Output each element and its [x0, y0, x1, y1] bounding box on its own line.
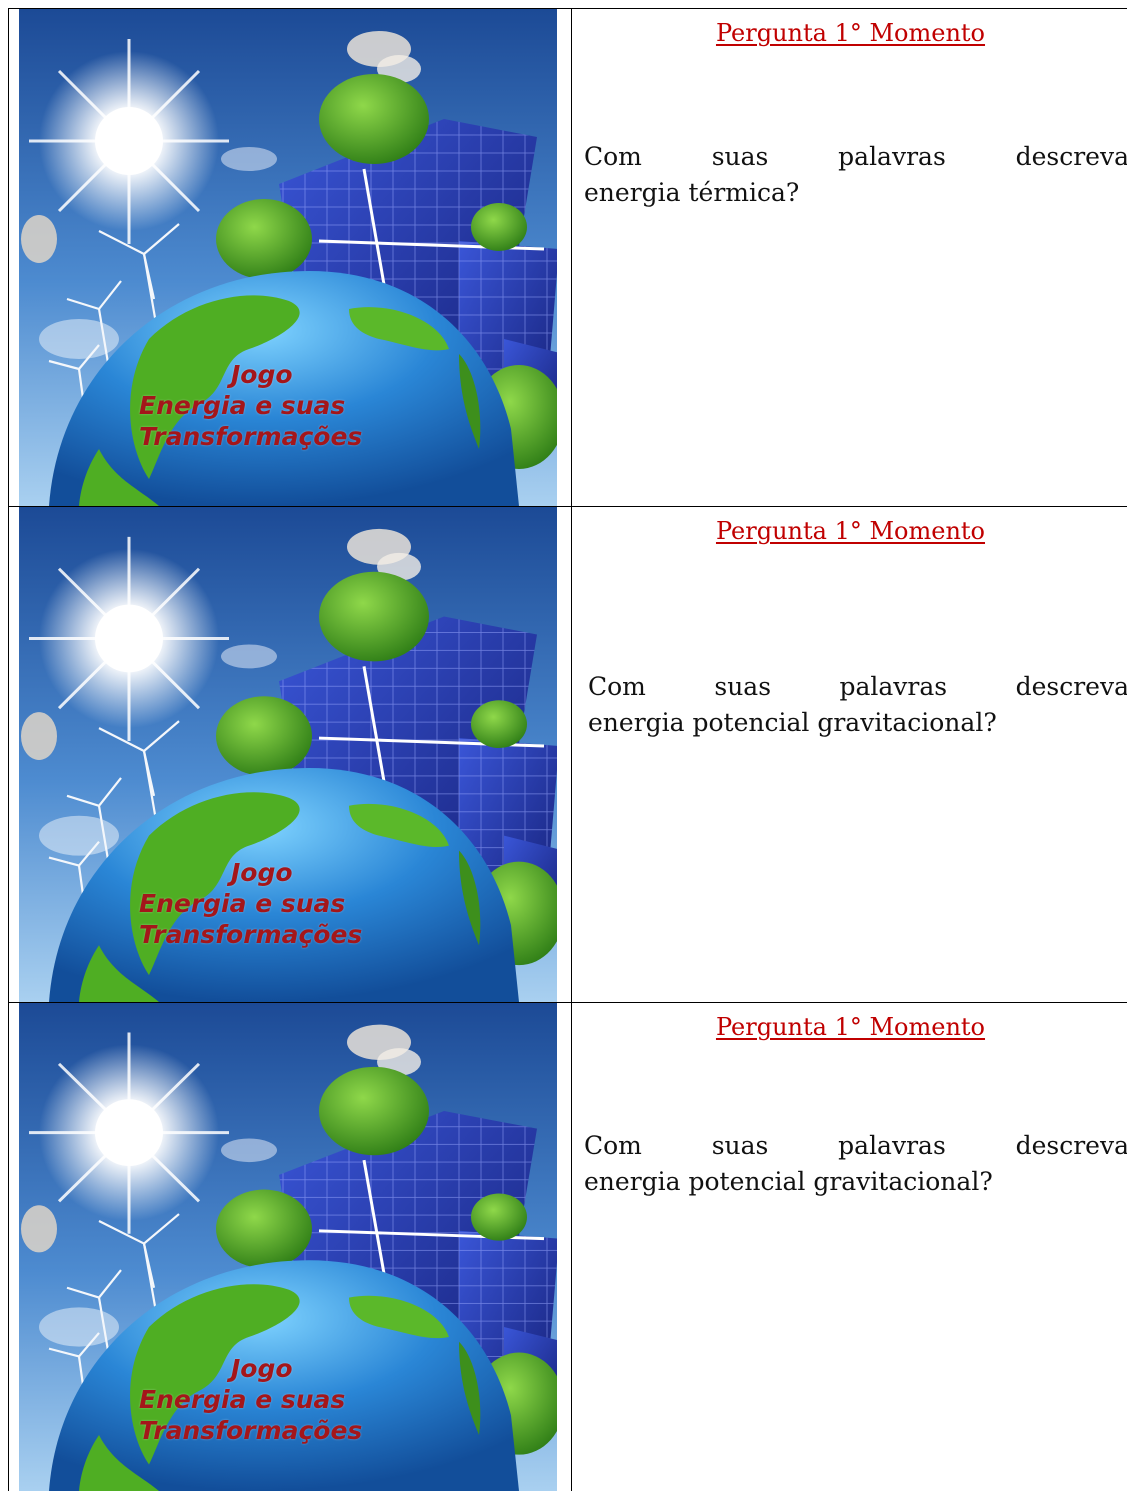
question-rest: energia térmica? — [584, 178, 799, 207]
card-title-line-3: Transformações — [139, 1415, 399, 1446]
question-cell: Pergunta 1° Momento Com suas palavras de… — [572, 507, 1127, 1003]
question-word: Com — [584, 139, 642, 175]
card-title-line-2: Energia e suas — [139, 1384, 399, 1415]
card-image-cell: Jogo Energia e suas Transformações — [9, 507, 572, 1003]
question-word: descreva — [1016, 139, 1127, 175]
game-cards-sheet: Jogo Energia e suas Transformações Pergu… — [8, 8, 1127, 1491]
question-heading: Pergunta 1° Momento — [572, 19, 1127, 47]
card-image-cell: Jogo Energia e suas Transformações — [9, 9, 572, 507]
question-word: descreva — [1016, 1128, 1127, 1164]
card-title-line-3: Transformações — [139, 421, 399, 452]
card-artwork: Jogo Energia e suas Transformações — [19, 507, 557, 1002]
question-cell: Pergunta 1° Momento Com suas palavras de… — [572, 9, 1127, 507]
question-word: Com — [584, 1128, 642, 1164]
card-row: Jogo Energia e suas Transformações Pergu… — [9, 1003, 1127, 1492]
question-heading: Pergunta 1° Momento — [572, 1013, 1127, 1041]
question-rest: energia potencial gravitacional? — [584, 1167, 993, 1196]
question-text: Com suas palavras descreva energia poten… — [584, 1128, 1127, 1200]
card-artwork: Jogo Energia e suas Transformações — [19, 9, 557, 506]
card-image-title: Jogo Energia e suas Transformações — [139, 359, 399, 452]
question-word: palavras — [840, 669, 948, 705]
card-title-line-1: Jogo — [139, 857, 399, 888]
card-title-line-1: Jogo — [139, 359, 399, 390]
question-text: Com suas palavras descreva energia térmi… — [584, 139, 1127, 211]
question-rest: energia potencial gravitacional? — [588, 708, 997, 737]
card-row: Jogo Energia e suas Transformações Pergu… — [9, 507, 1127, 1003]
question-word: Com — [588, 669, 646, 705]
question-word: descreva — [1016, 669, 1127, 705]
question-word: palavras — [838, 1128, 946, 1164]
card-title-line-2: Energia e suas — [139, 888, 399, 919]
card-image-title: Jogo Energia e suas Transformações — [139, 1353, 399, 1446]
question-word: suas — [712, 139, 769, 175]
card-artwork: Jogo Energia e suas Transformações — [19, 1003, 557, 1491]
question-word: suas — [714, 669, 771, 705]
question-cell: Pergunta 1° Momento Com suas palavras de… — [572, 1003, 1127, 1492]
question-heading: Pergunta 1° Momento — [572, 517, 1127, 545]
question-word: palavras — [838, 139, 946, 175]
card-title-line-3: Transformações — [139, 919, 399, 950]
question-text: Com suas palavras descreva energia poten… — [588, 669, 1127, 741]
card-title-line-1: Jogo — [139, 1353, 399, 1384]
card-image-cell: Jogo Energia e suas Transformações — [9, 1003, 572, 1492]
card-image-title: Jogo Energia e suas Transformações — [139, 857, 399, 950]
cards-table: Jogo Energia e suas Transformações Pergu… — [8, 8, 1127, 1491]
card-row: Jogo Energia e suas Transformações Pergu… — [9, 9, 1127, 507]
question-word: suas — [712, 1128, 769, 1164]
card-title-line-2: Energia e suas — [139, 390, 399, 421]
